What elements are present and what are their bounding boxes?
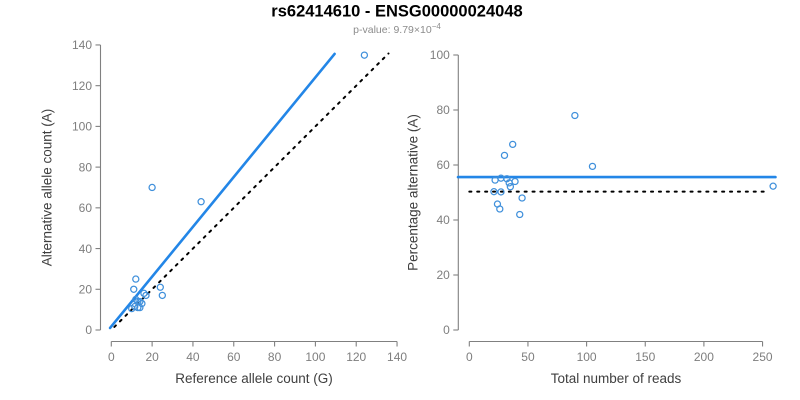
y-tick-label: 120 [72,79,92,93]
data-point [128,304,136,313]
data-point [490,188,498,196]
plots-group: 0 20 40 60 80 100 120 140 0 20 40 60 80 100 120 140 Refe… [40,38,777,386]
data-point [571,111,579,120]
y-axis-title: Percentage alternative (A) [406,114,421,271]
data-point [500,151,509,160]
x-axis-title: Total number of reads [551,371,682,386]
data-point [497,174,505,182]
data-point [360,51,369,59]
x-tick-label: 50 [521,350,535,364]
x-tick-label: 20 [145,350,159,364]
x-tick-label: 80 [268,350,282,364]
subtitle-pvalue-text: p-value: 9.79×10 [353,24,432,36]
data-point [497,188,505,196]
data-point [148,183,156,192]
y-tick-label: 100 [430,48,450,62]
data-point [769,182,777,190]
data-point [158,291,166,300]
y-tick-label: 40 [79,242,93,256]
data-point [509,140,517,149]
data-point [156,283,164,291]
data-point [505,179,513,187]
data-point [142,291,150,300]
data-point [138,299,146,308]
x-tick-label: 200 [694,350,714,364]
x-tick-label: 100 [305,350,325,364]
data-point [588,162,597,171]
data-point [132,295,140,304]
x-axis-title: Reference allele count (G) [175,371,333,386]
y-tick-label: 80 [436,103,450,117]
x-tick-label: 250 [753,350,773,364]
x-tick-label: 150 [635,350,655,364]
x-tick-label: 60 [227,350,241,364]
x-tick-label: 140 [387,350,407,364]
y-tick-label: 80 [79,160,93,174]
right-scatter-plot: 0 50 100 150 200 250 0 20 40 60 80 100 Total number … [406,48,777,386]
figure-title: rs62414610 - ENSG00000024048 [271,3,522,21]
data-point [506,183,515,191]
x-tick-label: 40 [186,350,200,364]
identity-line [113,52,390,328]
x-tick-label: 120 [346,350,366,364]
figure-subtitle: p-value: 9.79×10−4 [353,22,441,36]
x-tick-label: 0 [466,350,473,364]
y-tick-label: 40 [436,213,450,227]
data-point [132,275,140,283]
data-point [496,205,504,213]
y-tick-label: 20 [79,282,93,296]
data-point [516,210,524,219]
data-point [197,198,205,206]
data-point [130,285,138,293]
data-point [136,303,144,312]
left-scatter-plot: 0 20 40 60 80 100 120 140 0 20 40 60 80 100 120 140 Refe… [40,38,408,386]
x-tick-label: 0 [108,350,115,364]
data-point [518,194,526,202]
y-axis-title: Alternative allele count (A) [40,109,55,267]
y-tick-label: 60 [436,158,450,172]
subtitle-exponent: −4 [432,22,442,31]
regression-line [108,52,336,330]
y-tick-label: 100 [72,120,92,134]
data-point [140,289,148,298]
y-tick-label: 60 [79,201,93,215]
y-tick-label: 140 [72,38,92,52]
x-tick-label: 100 [577,350,597,364]
y-tick-label: 20 [436,268,450,282]
y-tick-label: 0 [443,323,450,337]
y-tick-label: 0 [85,323,92,337]
